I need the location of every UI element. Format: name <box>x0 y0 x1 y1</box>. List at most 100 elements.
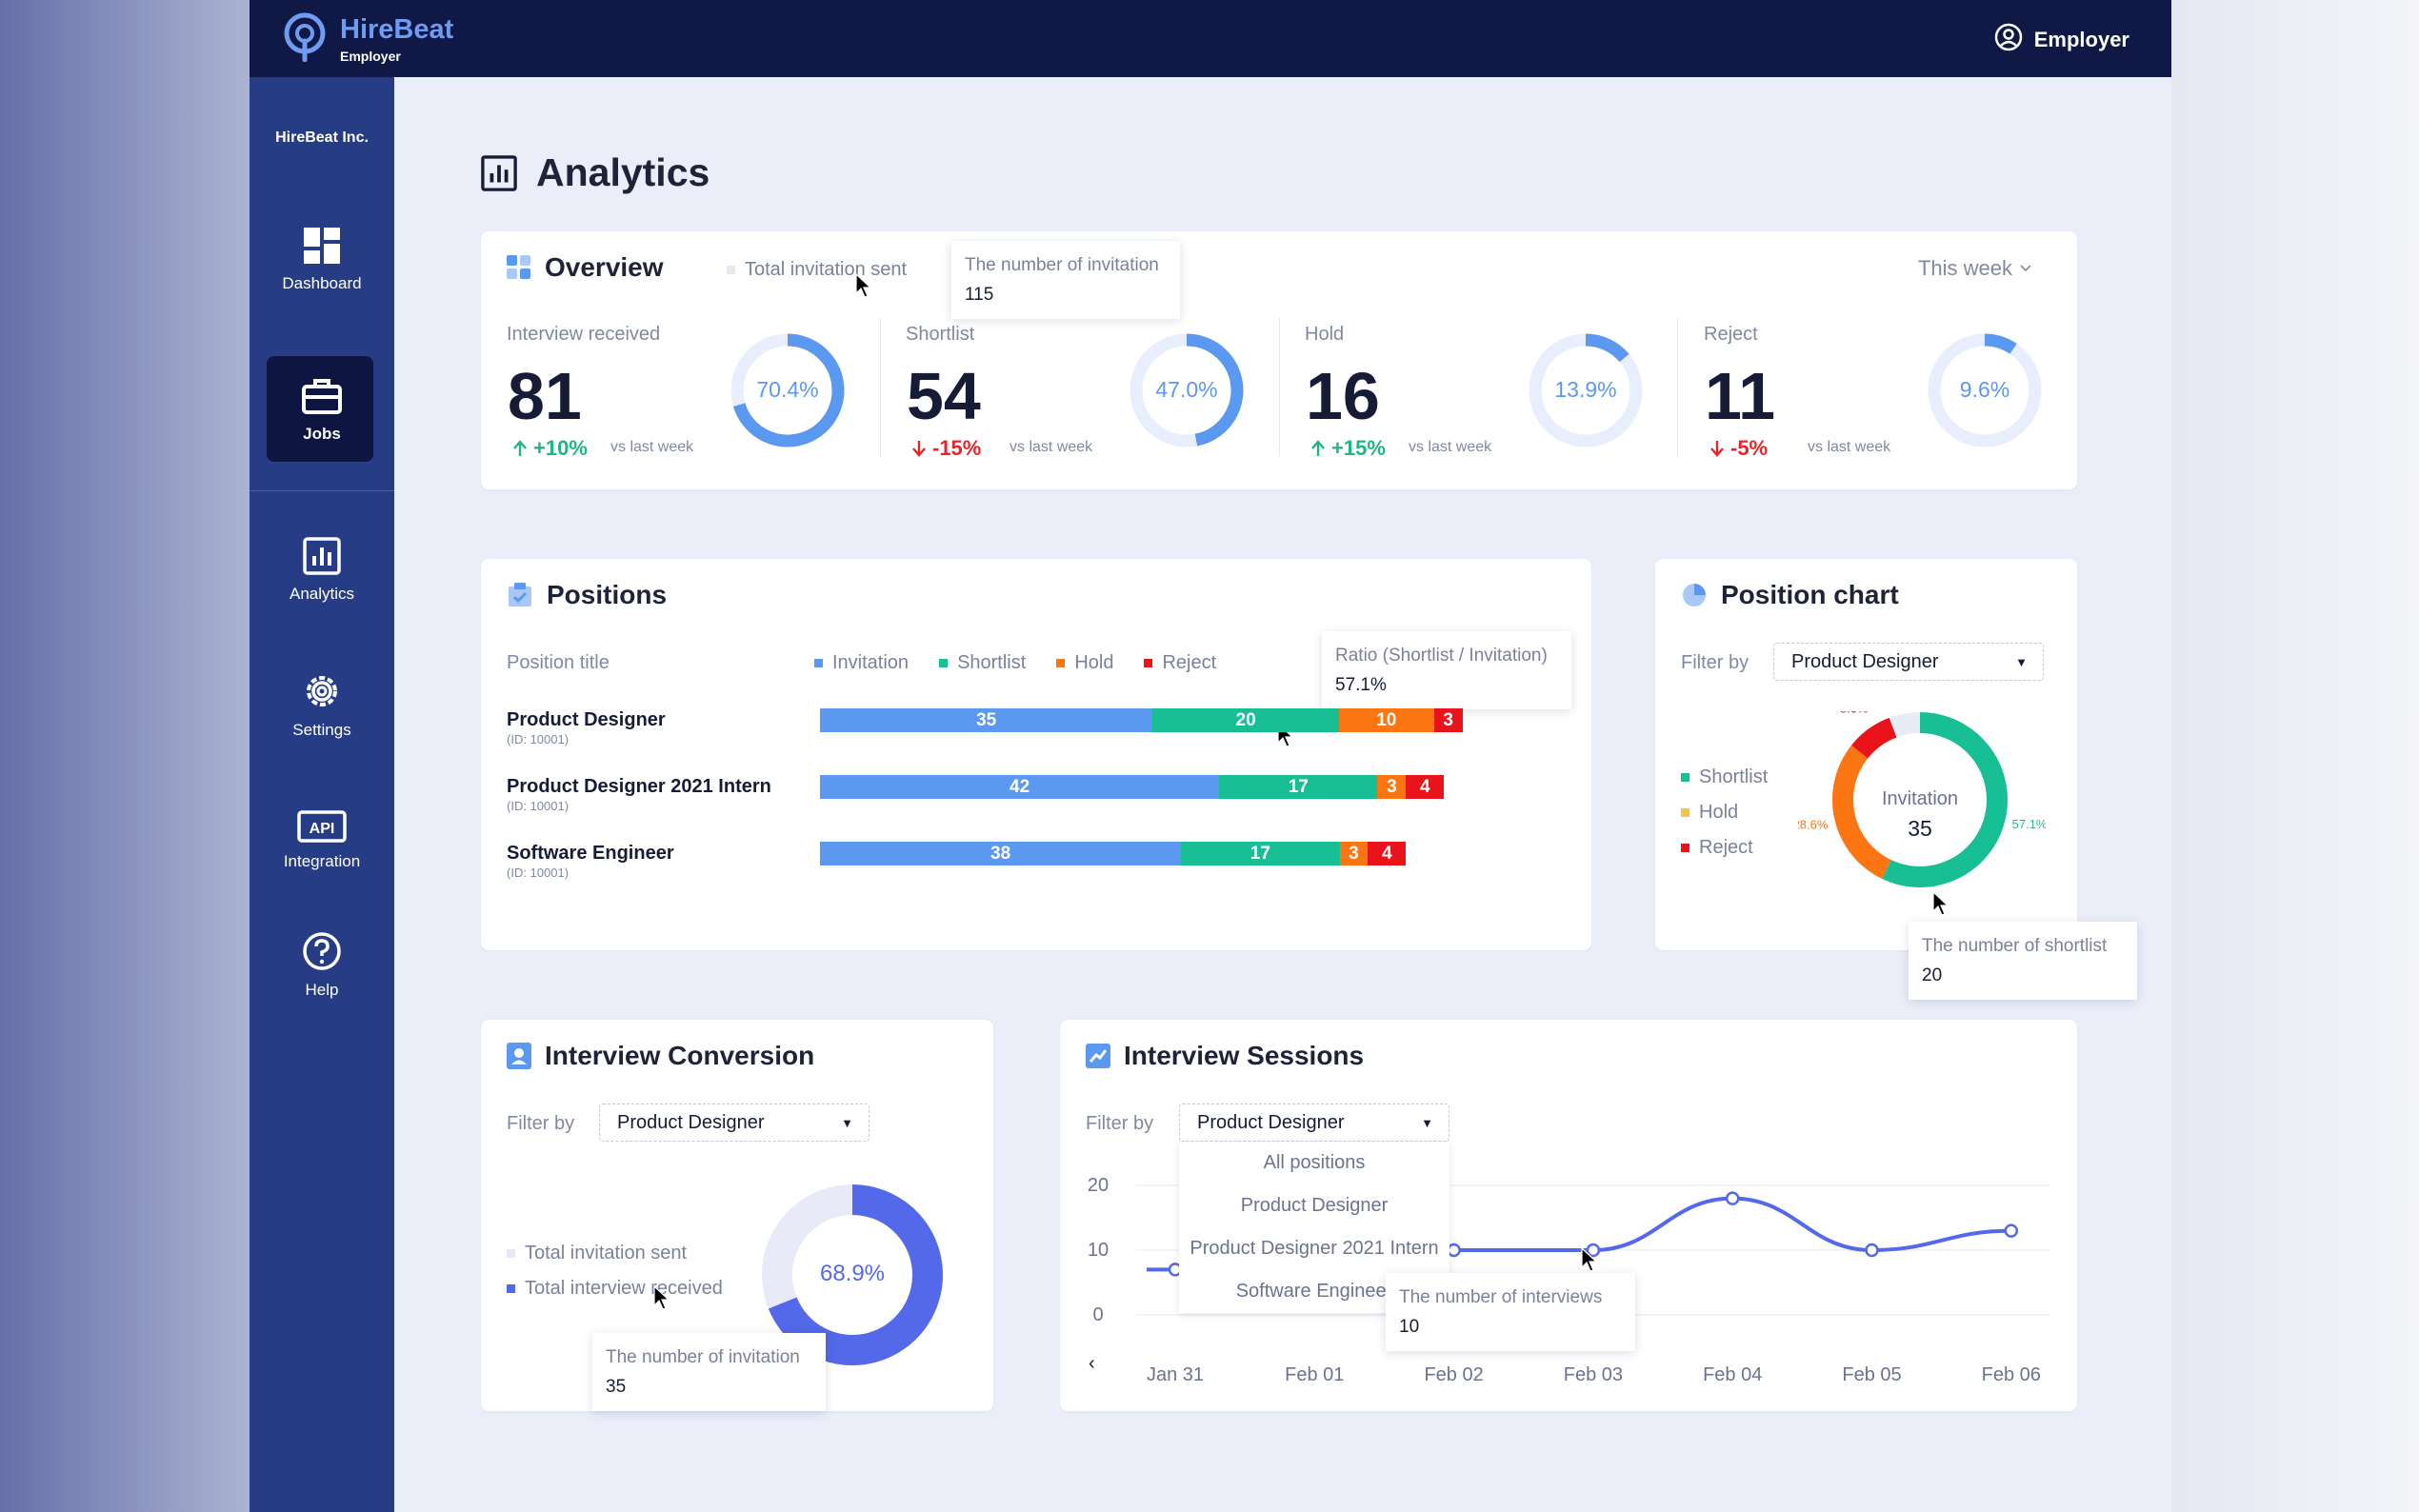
conversion-card: Interview Conversion Filter by Product D… <box>481 1020 993 1411</box>
donut-slice[interactable] <box>1851 717 1897 759</box>
brand-logo[interactable]: HireBeat Employer <box>283 12 453 67</box>
sidebar-item-settings[interactable]: Settings <box>250 671 394 740</box>
active-nav-highlight <box>267 356 373 462</box>
legend-label: Total invitation sent <box>745 259 908 280</box>
svg-text:API: API <box>310 821 335 837</box>
divider <box>880 318 881 456</box>
bar-segment-reject[interactable]: 4 <box>1406 775 1445 799</box>
bar-segment-shortlist[interactable]: 17 <box>1181 842 1340 865</box>
stacked-bar[interactable]: 42 17 3 4 <box>820 775 1445 799</box>
app-window: HireBeat Employer Employer HireBeat Inc.… <box>250 0 2171 1512</box>
select-value: Product Designer <box>617 1111 765 1133</box>
tooltip-label: The number of interviews <box>1399 1287 1603 1307</box>
ring-label: 70.4% <box>756 377 819 402</box>
top-bar: HireBeat Employer Employer <box>250 0 2171 77</box>
person-badge-icon <box>507 1043 531 1069</box>
filter-label: Filter by <box>1681 652 1749 673</box>
conversion-legend: Total invitation sent Total interview re… <box>507 1243 723 1300</box>
ratio-tooltip: Ratio (Shortlist / Invitation) 57.1% <box>1322 631 1571 709</box>
stat-delta: -15% <box>911 436 981 461</box>
period-label: This week <box>1917 256 2012 280</box>
api-icon: API <box>297 810 347 843</box>
user-label: Employer <box>2033 28 2129 51</box>
sidebar-item-jobs[interactable]: Jobs <box>250 377 394 444</box>
x-tick-label: Feb 05 <box>1842 1364 1901 1385</box>
dropdown-option[interactable]: All positions <box>1263 1152 1366 1173</box>
donut-slice[interactable] <box>1889 712 1921 738</box>
slice-label: 8.6% <box>1840 711 1869 716</box>
stacked-bar[interactable]: 35 20 10 3 <box>820 708 1463 732</box>
position-donut-chart: 57.1% 28.6% 8.6% <box>1798 711 2046 887</box>
sidebar-item-integration[interactable]: API Integration <box>250 810 394 871</box>
stat-ring <box>1529 333 1643 448</box>
bar-segment-shortlist[interactable]: 17 <box>1219 775 1378 799</box>
bar-segment-shortlist[interactable]: 20 <box>1152 708 1339 732</box>
conversion-title: Interview Conversion <box>507 1041 814 1071</box>
x-tick-label: Jan 31 <box>1147 1364 1204 1385</box>
position-id: (ID: 10001) <box>507 799 570 813</box>
position-name: Product Designer 2021 Intern <box>507 776 771 797</box>
overview-card: Overview Total invitation sent This week… <box>481 231 2077 489</box>
tooltip-label: The number of invitation <box>965 255 1159 275</box>
delta-value: +15% <box>1331 436 1386 460</box>
stat-delta: +10% <box>512 436 588 461</box>
arrow-down-icon <box>1710 441 1724 457</box>
user-menu[interactable]: Employer <box>1994 23 2129 57</box>
dropdown-option[interactable]: Software Engineer <box>1235 1281 1393 1302</box>
bar-segment-reject[interactable]: 4 <box>1368 842 1407 865</box>
sidebar-item-analytics[interactable]: Analytics <box>250 537 394 604</box>
dropdown-option[interactable]: Product Designer 2021 Intern <box>1190 1238 1439 1259</box>
gear-icon <box>307 676 337 706</box>
tooltip-value: 115 <box>965 285 994 305</box>
sidebar-item-label: Help <box>305 981 339 999</box>
ring-arc <box>1984 333 2017 354</box>
stat-value: 81 <box>508 359 582 433</box>
sessions-tooltip: The number of interviews 10 <box>1386 1273 1635 1351</box>
tooltip-label: The number of shortlist <box>1922 936 2108 956</box>
ring-label: 9.6% <box>1959 377 2010 402</box>
bar-segment-reject[interactable]: 3 <box>1433 708 1463 732</box>
arrow-up-icon <box>1311 440 1325 456</box>
conversion-filter-select[interactable]: Product Designer ▼ <box>599 1104 870 1142</box>
period-selector[interactable]: This week <box>1918 256 2031 281</box>
caret-down-icon: ▼ <box>2015 654 2028 669</box>
legend-swatch <box>727 266 735 274</box>
donut-slice[interactable] <box>1882 712 2008 887</box>
data-point[interactable] <box>1447 1243 1461 1258</box>
briefcase-icon <box>302 379 342 414</box>
sidebar-item-dashboard[interactable]: Dashboard <box>250 227 394 293</box>
bar-segment-invitation[interactable]: 42 <box>820 775 1220 799</box>
legend-shortlist: Shortlist <box>939 652 1026 674</box>
sidebar-item-label: Settings <box>292 721 351 739</box>
sidebar-item-help[interactable]: Help <box>250 931 394 1000</box>
divider <box>1677 318 1678 456</box>
stat-ring <box>730 333 845 448</box>
company-name: HireBeat Inc. <box>275 129 369 146</box>
divider <box>1279 318 1280 456</box>
bar-segment-hold[interactable]: 3 <box>1377 775 1407 799</box>
mouse-cursor-icon <box>653 1284 670 1310</box>
legend-hold: Hold <box>1056 652 1113 674</box>
chevron-left-icon[interactable]: ‹ <box>1089 1353 1095 1374</box>
sessions-filter-select[interactable]: Product Designer ▼ <box>1179 1104 1449 1142</box>
data-point[interactable] <box>1865 1243 1879 1258</box>
position-chart-legend: Shortlist Hold Reject <box>1681 766 1768 859</box>
stat-ring <box>1928 333 2042 448</box>
bar-segment-invitation[interactable]: 35 <box>820 708 1153 732</box>
donut-slice[interactable] <box>1832 745 1892 879</box>
shortlist-tooltip: The number of shortlist 20 <box>1909 922 2137 1000</box>
data-point[interactable] <box>2004 1224 2019 1238</box>
stacked-bar[interactable]: 38 17 3 4 <box>820 842 1407 865</box>
stat-value: 54 <box>907 359 981 433</box>
position-name: Software Engineer <box>507 843 674 864</box>
vs-label: vs last week <box>1808 439 1891 455</box>
position-filter-select[interactable]: Product Designer ▼ <box>1773 643 2044 681</box>
data-point[interactable] <box>1725 1191 1740 1205</box>
sidebar-item-label: Analytics <box>289 585 355 603</box>
data-point[interactable] <box>1586 1243 1601 1258</box>
dropdown-option[interactable]: Product Designer <box>1240 1195 1389 1216</box>
bar-segment-hold[interactable]: 3 <box>1339 842 1369 865</box>
legend-interview-received: Total interview received <box>507 1278 723 1300</box>
bar-segment-invitation[interactable]: 38 <box>820 842 1182 865</box>
bar-segment-hold[interactable]: 10 <box>1338 708 1434 732</box>
